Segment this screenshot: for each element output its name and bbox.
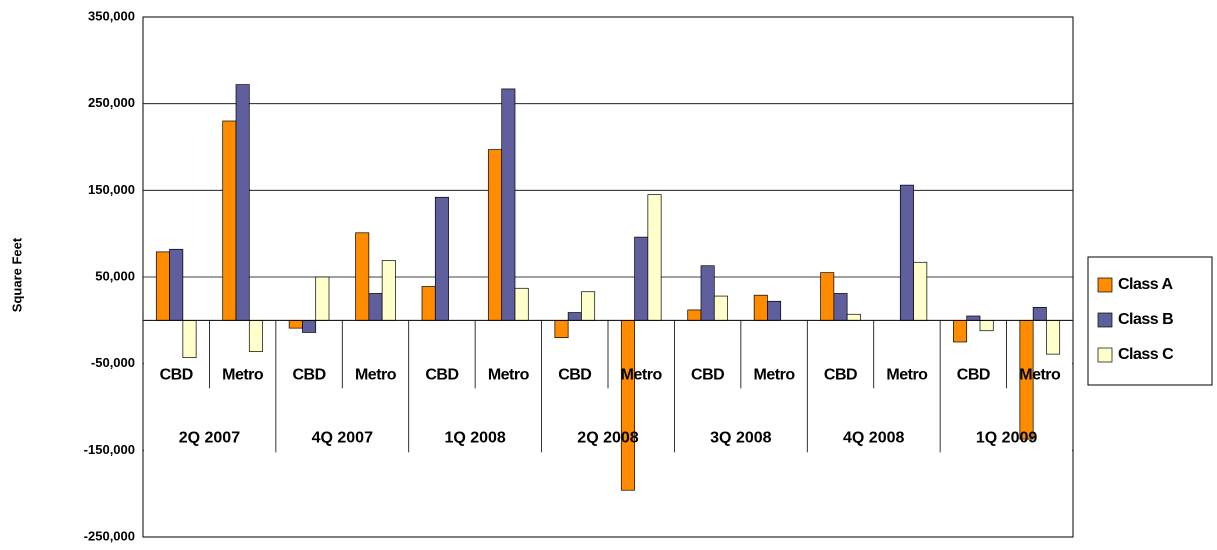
legend-label: Class A [1118,276,1174,293]
bar [288,319,303,329]
group-label: 1Q 2009 [976,430,1037,447]
bar [355,232,370,321]
bar [647,194,662,321]
bar [567,312,582,321]
legend-swatch [1097,277,1113,293]
bar [966,315,981,321]
y-axis-title: Square Feet [9,237,24,312]
group-label: 4Q 2007 [312,430,373,447]
bar [581,291,596,321]
x-tick-label: CBD [691,367,724,384]
x-tick-label: Metro [222,367,264,384]
bar [514,287,529,321]
x-tick-label: CBD [425,367,458,384]
bar [713,295,728,321]
x-tick-label: Metro [754,367,796,384]
bar [953,319,968,343]
bar [488,149,503,321]
x-tick-label: Metro [886,367,928,384]
bar [753,294,768,321]
bar [846,313,861,321]
bar [315,276,330,321]
x-tick-label: Metro [488,367,530,384]
x-tick-label: Metro [355,367,397,384]
group-label: 1Q 2008 [444,430,505,447]
x-tick-label: CBD [558,367,591,384]
y-tick-label: -250,000 [84,528,135,543]
y-tick-label: -50,000 [91,355,135,370]
bar [620,319,635,491]
bar [169,248,184,321]
bar [554,319,569,339]
legend-swatch [1097,312,1113,328]
legend-swatch [1097,347,1113,363]
bar [820,272,835,321]
x-tick-label: Metro [1019,367,1061,384]
bar [501,88,516,321]
bar [235,84,250,321]
bar [182,319,197,358]
bar [434,196,449,321]
x-tick-label: Metro [621,367,663,384]
bar [155,251,170,321]
legend-label: Class B [1118,311,1173,328]
group-label: 2Q 2008 [577,430,638,447]
x-tick-label: CBD [957,367,990,384]
bar [979,319,994,332]
y-tick-label: 250,000 [88,95,135,110]
bar [1046,319,1061,355]
x-tick-label: CBD [292,367,325,384]
y-tick-label: -150,000 [84,442,135,457]
bar [381,260,396,321]
bar [899,184,914,321]
bar [222,120,237,321]
y-tick-label: 50,000 [95,268,135,283]
bar [248,319,263,352]
y-tick-label: 350,000 [88,8,135,23]
legend-label: Class C [1118,346,1174,363]
x-tick-label: CBD [160,367,193,384]
bar [1032,306,1047,321]
bar [687,309,702,321]
bar [421,286,436,321]
bar [700,265,715,321]
bar [833,293,848,321]
bar [368,293,383,321]
group-label: 4Q 2008 [843,430,904,447]
bar [634,236,649,321]
plot-frame [142,16,1074,538]
bar [767,300,782,321]
group-label: 2Q 2007 [179,430,240,447]
x-tick-label: CBD [824,367,857,384]
bar [913,261,928,321]
bar [302,319,317,333]
y-tick-label: 150,000 [88,182,135,197]
group-label: 3Q 2008 [710,430,771,447]
